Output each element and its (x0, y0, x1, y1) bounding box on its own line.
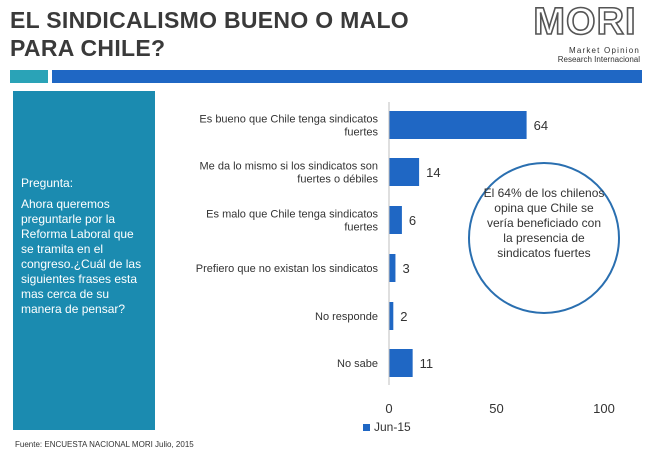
header-stripe-blue (52, 70, 642, 83)
bar-4 (389, 302, 394, 330)
title-line-1: EL SINDICALISMO BUENO O MALO (10, 7, 409, 33)
question-box: Pregunta: Ahora queremos preguntarle por… (13, 91, 155, 430)
value-label-3: 3 (402, 261, 409, 276)
callout-text: El 64% de los chilenos opina que Chile s… (483, 186, 605, 260)
category-label-3: Prefiero que no existan los sindicatos (196, 263, 379, 275)
question-label: Pregunta: (21, 176, 74, 190)
logo-subtitle-2: Research Internacional (557, 55, 640, 64)
x-tick-label-1: 50 (489, 401, 503, 416)
x-tick-label-0: 0 (385, 401, 392, 416)
legend-label: Jun-15 (374, 420, 411, 434)
value-label-1: 14 (426, 165, 440, 180)
value-label-5: 11 (420, 356, 434, 371)
title-line-2: PARA CHILE? (10, 35, 166, 61)
logo-subtitle-1: Market Opinion (568, 46, 640, 55)
bar-2 (389, 206, 402, 234)
chart-legend: Jun-15 (363, 420, 411, 434)
value-label-2: 6 (409, 213, 416, 228)
category-label-5: No sabe (337, 358, 378, 370)
x-tick-label-2: 100 (593, 401, 615, 416)
value-label-0: 64 (534, 118, 548, 133)
question-text: Ahora queremos preguntarle por la Reform… (21, 197, 142, 316)
category-label-4: No responde (315, 311, 378, 323)
bar-0 (389, 111, 527, 139)
callout-circle: El 64% de los chilenos opina que Chile s… (468, 162, 620, 314)
source-note: Fuente: ENCUESTA NACIONAL MORI Julio, 20… (15, 440, 194, 449)
category-label-2: Es malo que Chile tenga sindicatos fuerte… (206, 209, 378, 234)
legend-swatch (363, 424, 370, 432)
category-label-1: Me da lo mismo si los sindicatos son fuer… (199, 161, 378, 186)
bar-1 (389, 158, 420, 186)
value-label-4: 2 (400, 309, 407, 324)
bar-5 (389, 349, 413, 377)
category-label-0: Es bueno que Chile tenga sindicatos fuert… (199, 114, 378, 139)
bar-3 (389, 254, 396, 282)
mori-logo: MORI Market Opinion Research Internacion… (530, 1, 640, 64)
logo-word: MORI (533, 1, 637, 43)
header-stripe-teal (10, 70, 48, 83)
page-title: EL SINDICALISMO BUENO O MALO PARA CHILE? (10, 6, 480, 62)
